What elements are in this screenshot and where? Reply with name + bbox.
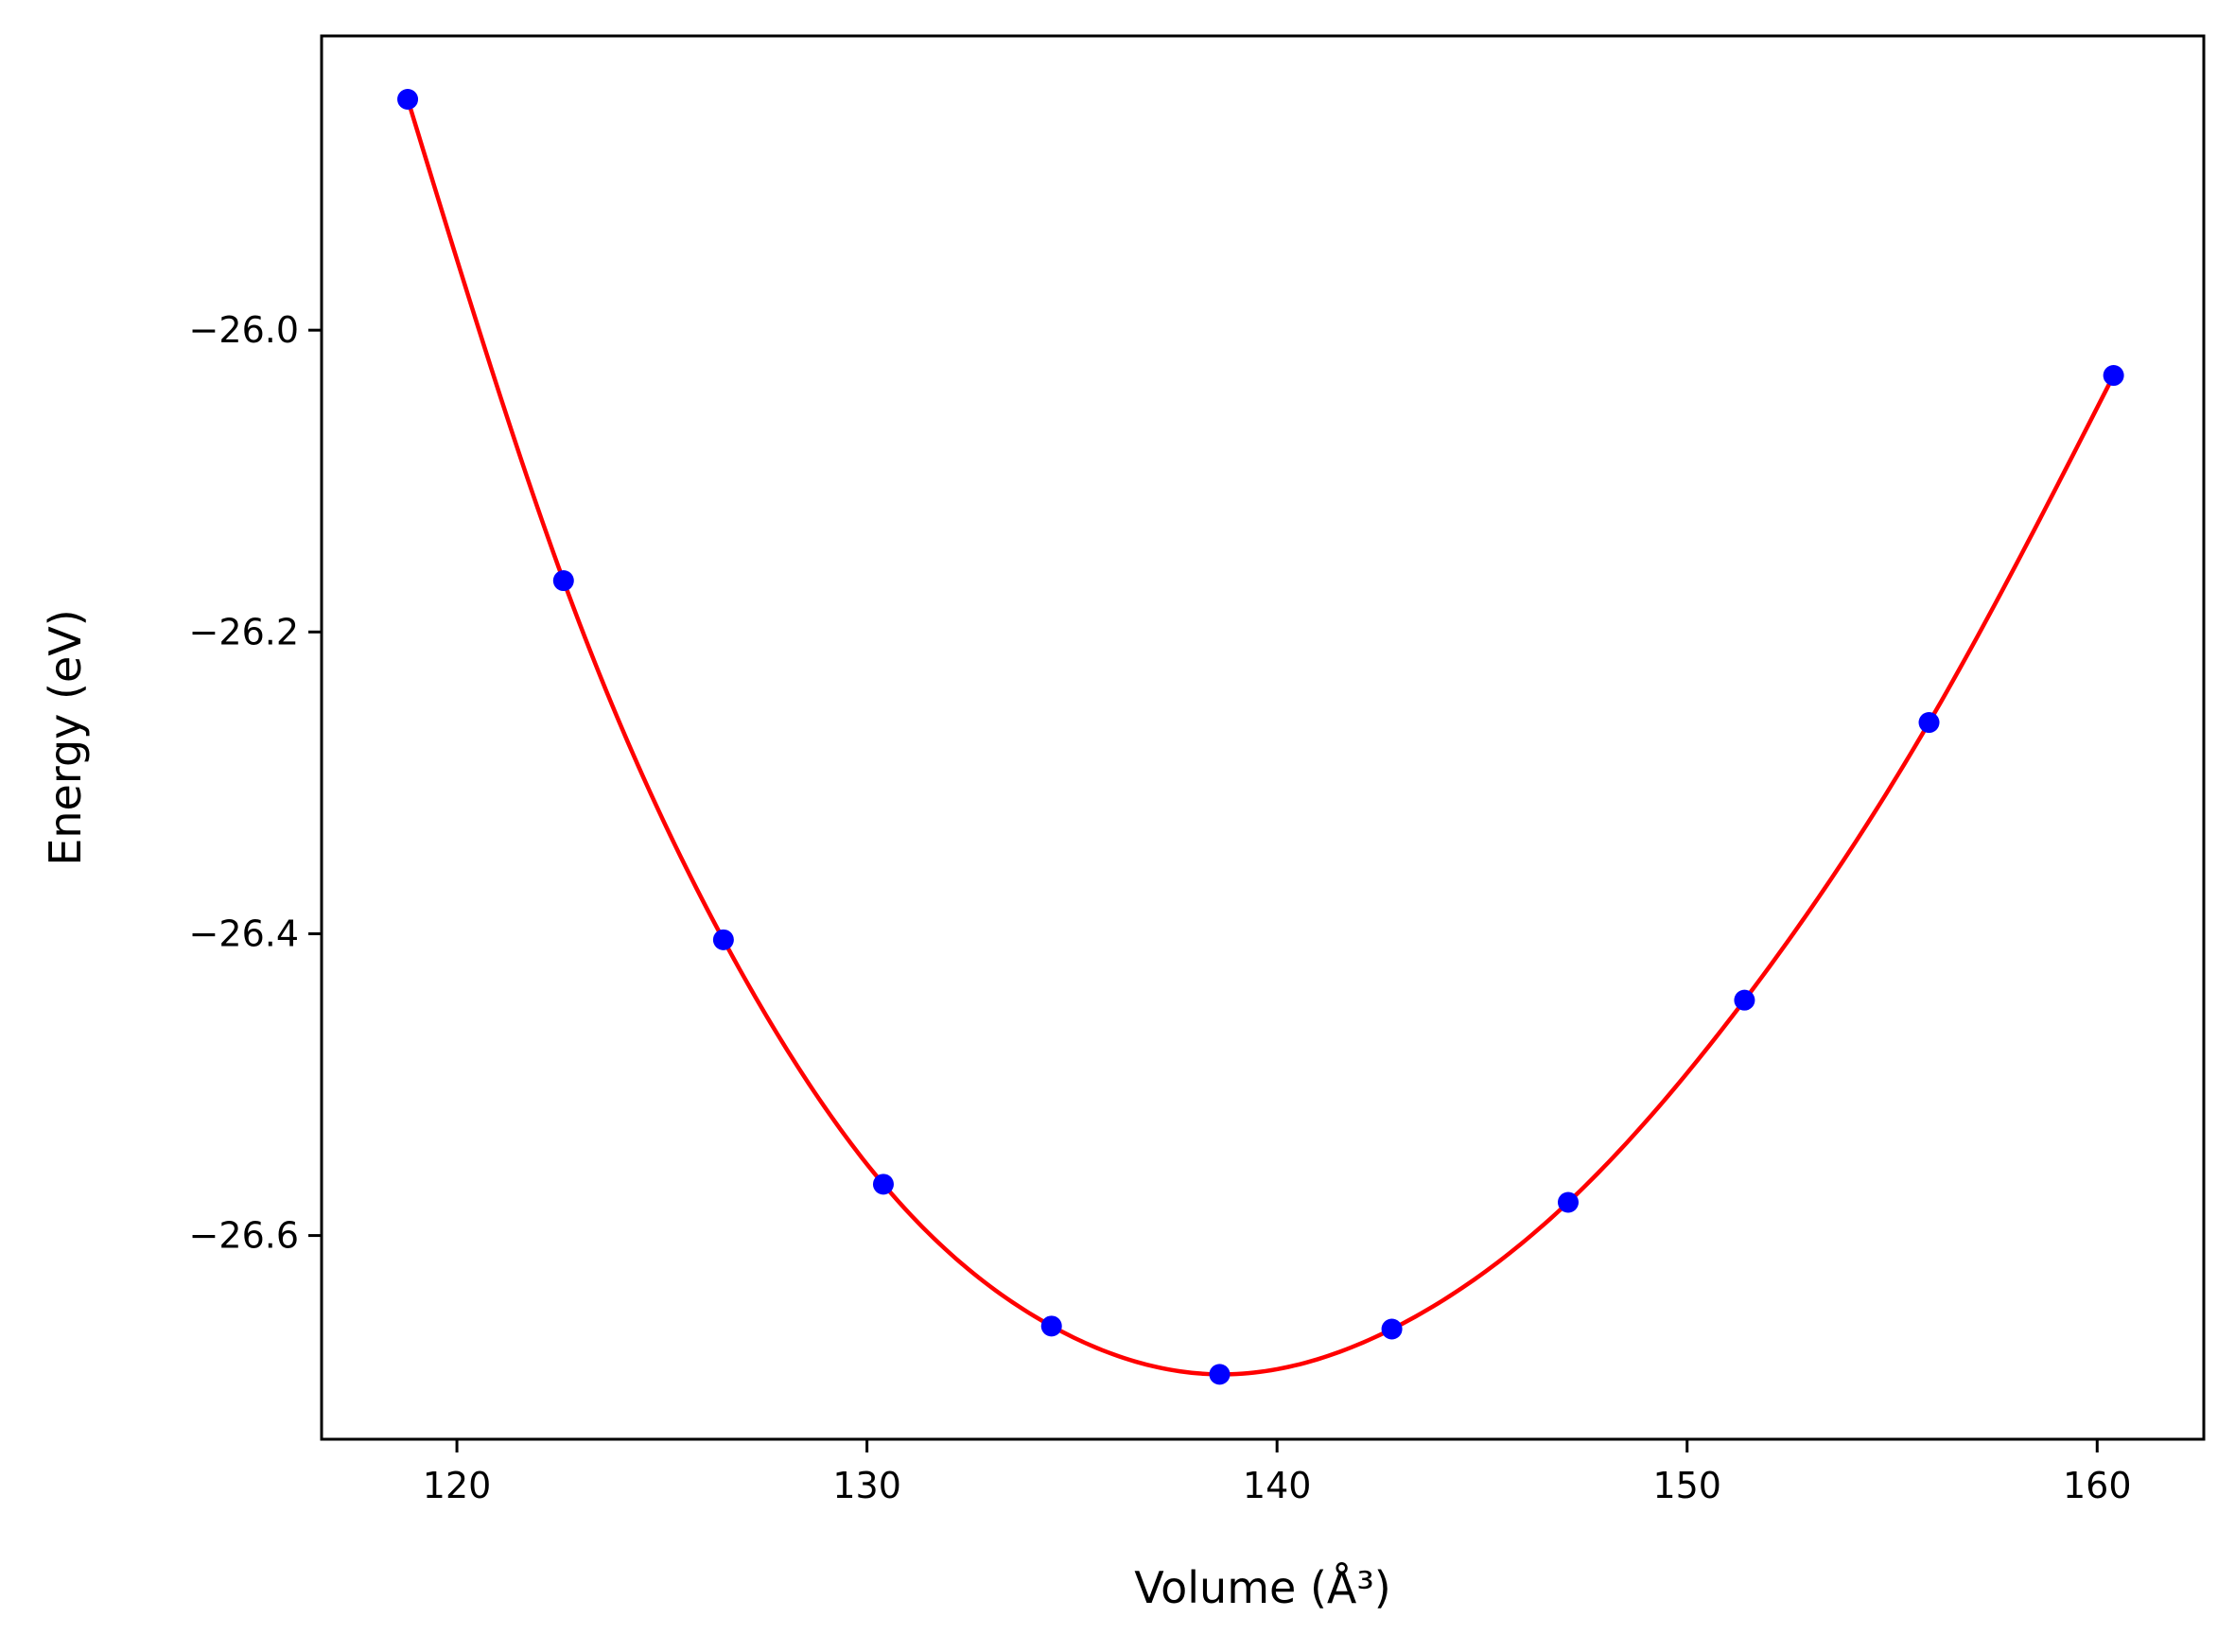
data-point: [2103, 365, 2124, 387]
y-tick-label: −26.2: [189, 611, 299, 652]
data-point: [1557, 1191, 1579, 1213]
y-tick-label: −26.0: [189, 309, 299, 351]
data-point: [872, 1174, 894, 1195]
x-tick-label: 140: [1243, 1465, 1312, 1506]
data-point: [1040, 1315, 1062, 1337]
data-point: [1209, 1364, 1231, 1385]
plot-area: [397, 89, 2124, 1385]
data-point: [552, 570, 574, 592]
x-tick-label: 130: [832, 1465, 901, 1506]
x-tick-label: 160: [2063, 1465, 2132, 1506]
y-tick-label: −26.6: [189, 1215, 299, 1257]
x-tick-label: 150: [1652, 1465, 1721, 1506]
y-tick-label: −26.4: [189, 913, 299, 954]
data-point: [1734, 989, 1755, 1011]
data-point: [1918, 712, 1940, 734]
x-axis-title: Volume (Å³): [1134, 1562, 1391, 1613]
y-axis-title: Energy (eV): [40, 609, 91, 865]
data-point: [1381, 1318, 1403, 1340]
axes-frame: [320, 34, 2206, 1441]
data-point: [397, 89, 419, 111]
axis-ticks: 120 130 140 150 160 −26.0 −26.2 −26.4 −26.6: [189, 309, 2132, 1506]
x-tick-label: 120: [423, 1465, 492, 1506]
data-point: [712, 929, 734, 950]
